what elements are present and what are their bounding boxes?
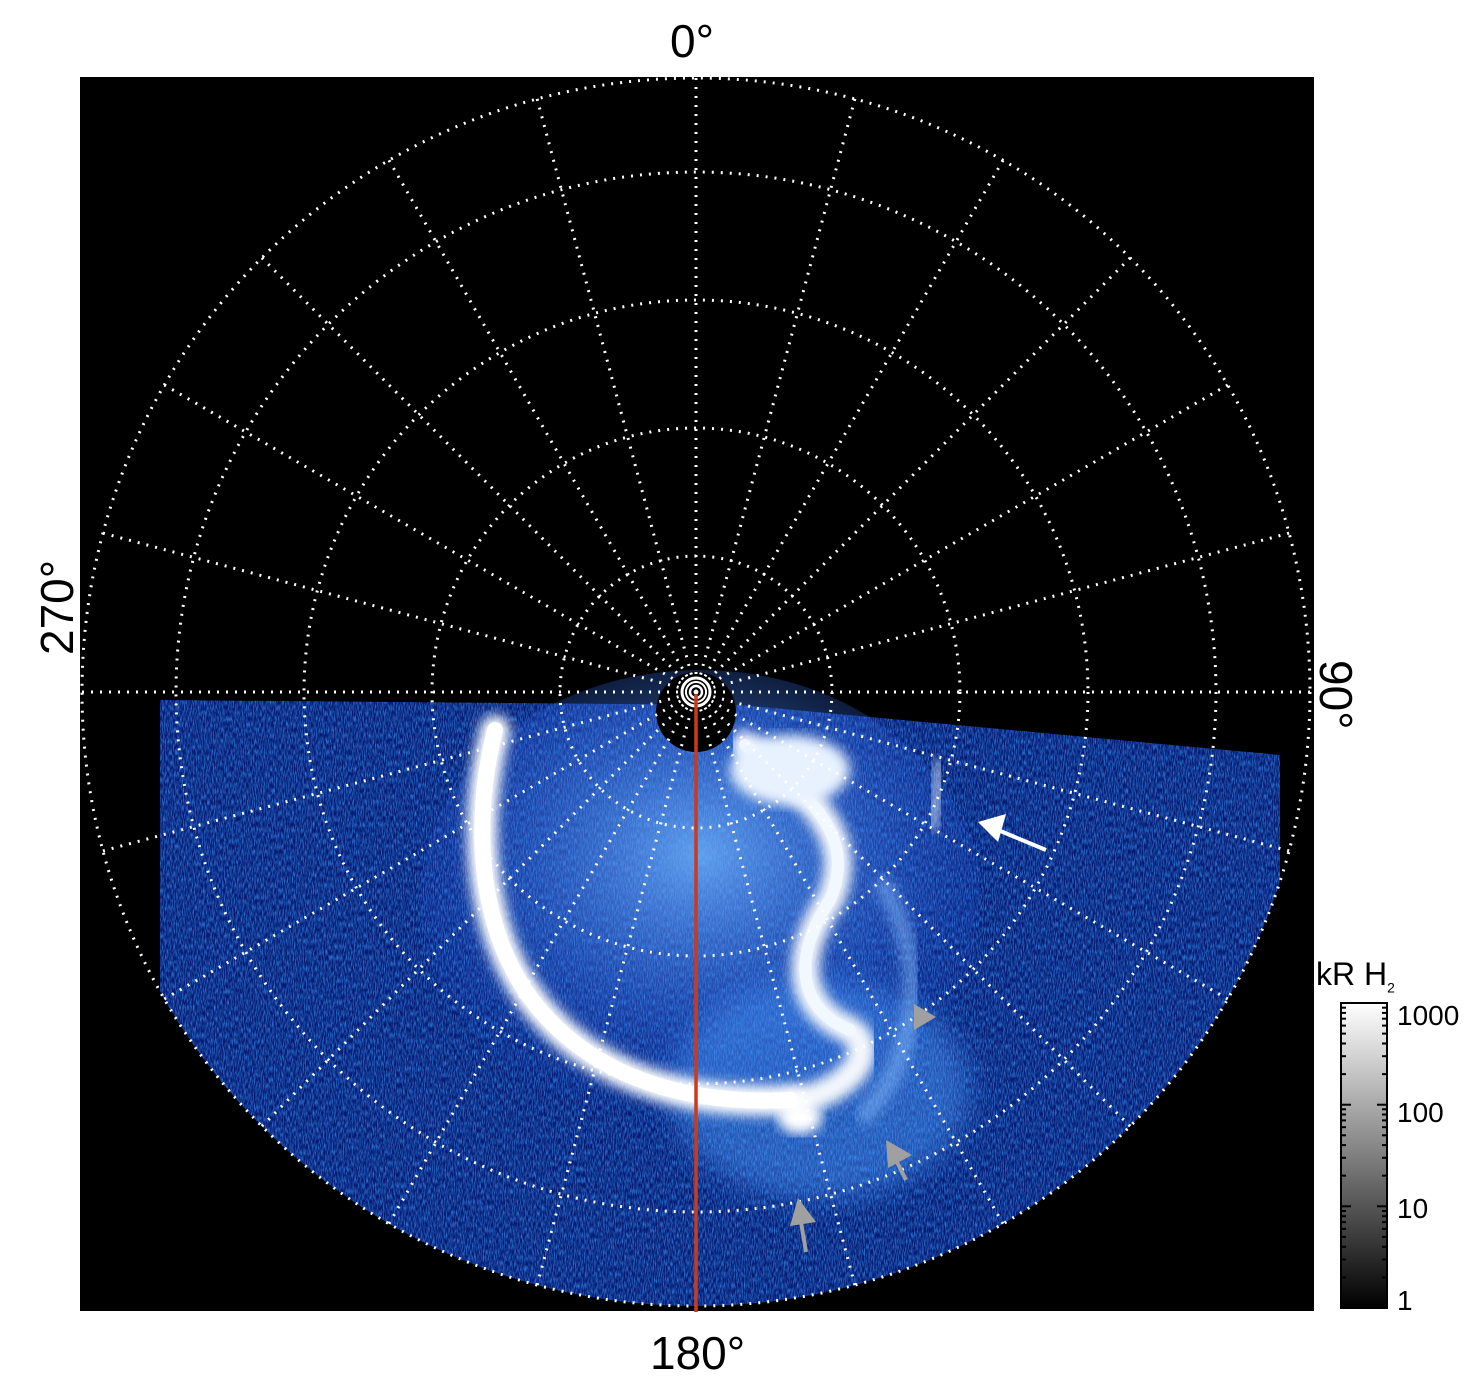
meridian-105 [695, 690, 1290, 853]
meridian-210 [387, 691, 698, 1225]
label-270-deg: 270° [31, 559, 83, 655]
gray-arrow-2 [790, 1198, 816, 1253]
meridian-285 [102, 531, 697, 694]
colorbar-title-main: kR H [1316, 956, 1388, 992]
colorbar-tick-1: 1 [1397, 1285, 1413, 1316]
aurora-emission [160, 670, 1280, 1306]
colorbar-title: kR H2 [1316, 956, 1395, 995]
meridian-300 [163, 383, 697, 694]
colorbar [1340, 1002, 1388, 1309]
meridian-195 [535, 691, 698, 1286]
colorbar-tick-100: 100 [1397, 1097, 1444, 1128]
gray-arrow-1 [886, 1140, 912, 1181]
meridian-255 [102, 690, 697, 853]
white-arrow [978, 814, 1047, 852]
meridian-120 [695, 690, 1229, 1001]
colorbar-tick-1000: 1000 [1397, 1000, 1460, 1031]
meridian-75 [695, 531, 1290, 694]
meridian-lines [82, 78, 1310, 1306]
colorbar-tick-10: 10 [1397, 1193, 1429, 1224]
meridian-15 [694, 98, 857, 693]
meridian-330 [387, 159, 698, 693]
meridian-315 [260, 256, 698, 694]
label-0-deg: 0° [670, 15, 714, 67]
meridian-150 [694, 691, 1005, 1225]
meridian-240 [163, 690, 697, 1001]
label-90-deg: 90° [1310, 660, 1362, 730]
meridian-30 [694, 159, 1005, 693]
meridian-225 [260, 690, 698, 1128]
meridian-45 [694, 256, 1132, 694]
meridian-345 [535, 98, 698, 693]
label-180-deg: 180° [650, 1327, 746, 1379]
gray-arrowhead [914, 1004, 936, 1030]
meridian-135 [694, 690, 1132, 1128]
meridian-60 [695, 383, 1229, 694]
meridian-165 [694, 691, 857, 1286]
colorbar-title-subscript: 2 [1387, 979, 1395, 996]
